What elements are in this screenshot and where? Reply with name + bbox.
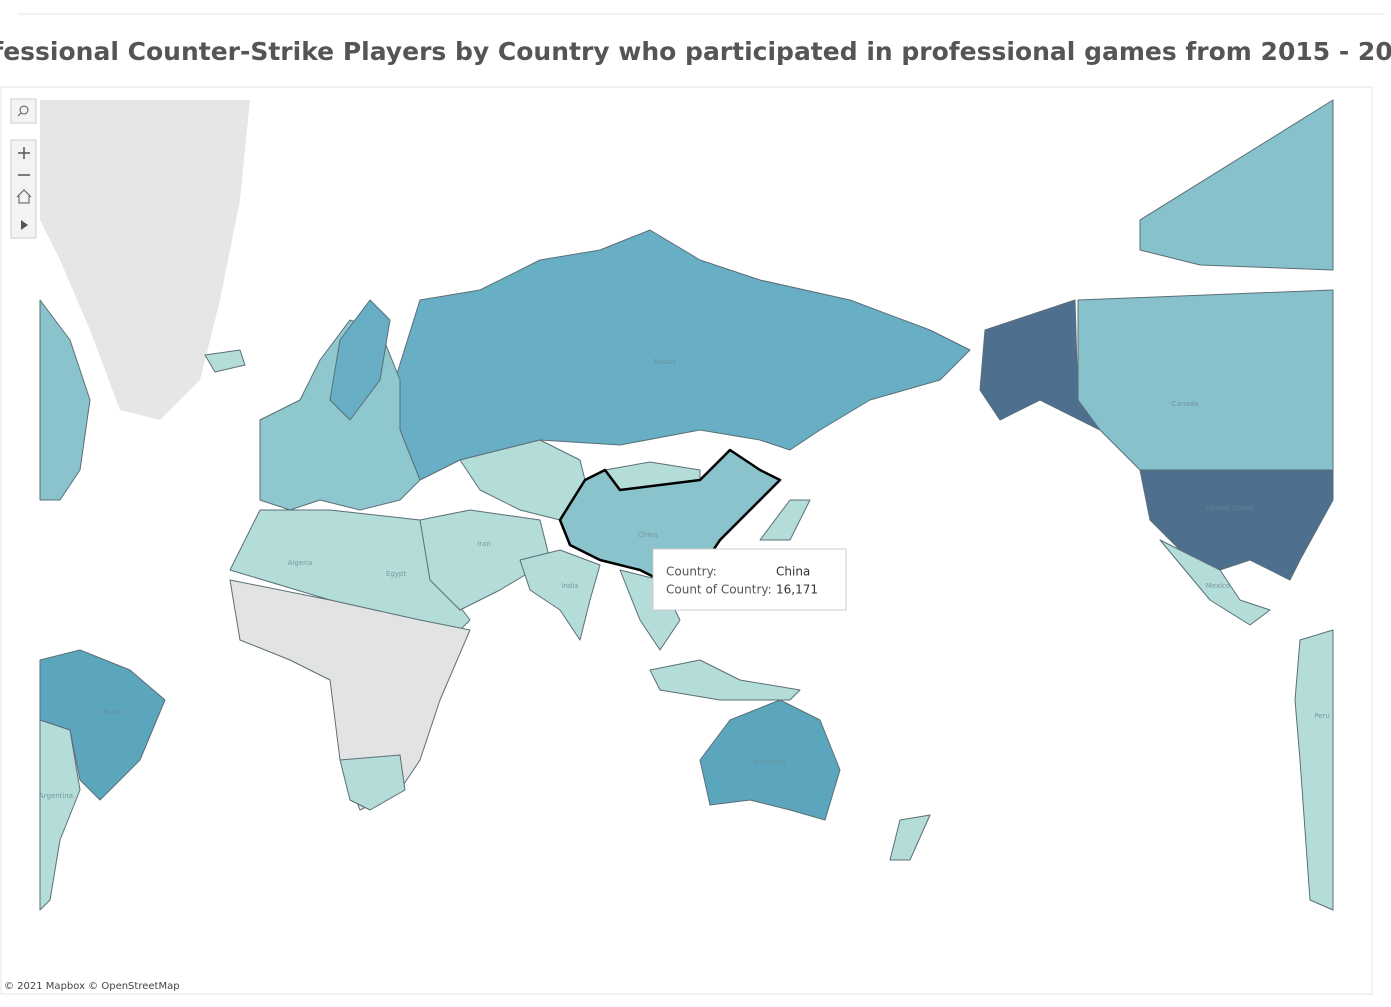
tooltip-value: 16,171 <box>776 583 818 597</box>
map-label: United States <box>1206 504 1254 512</box>
map-label: Australia <box>755 758 786 766</box>
map-label: Canada <box>1172 400 1199 408</box>
tooltip-key: Country: <box>666 565 717 579</box>
tooltip-key: Count of Country: <box>666 583 772 597</box>
search-button[interactable] <box>10 98 37 124</box>
attribution: © 2021 Mapbox © OpenStreetMap <box>4 981 180 992</box>
title: Professional Counter-Strike Players by C… <box>0 37 1391 66</box>
map-label: Mexico <box>1206 582 1230 590</box>
map-label: Algeria <box>288 559 313 567</box>
tooltip-box <box>652 548 847 611</box>
tooltip: Country: China Count of Country: 16,171 <box>652 548 847 611</box>
map-labels: Russia Canada United States China India … <box>39 358 1330 800</box>
map-label: Argentina <box>39 792 73 800</box>
map-frame <box>0 86 1373 995</box>
map-label: Brazil <box>103 708 123 716</box>
expand-button[interactable] <box>21 220 28 230</box>
map-label: Peru <box>1314 712 1330 720</box>
map-label: India <box>561 582 578 590</box>
map-label: Egypt <box>386 570 406 578</box>
map-label: Russia <box>654 358 677 366</box>
search-icon <box>17 112 22 117</box>
tooltip-value: China <box>776 565 810 579</box>
map-land <box>39 99 1334 911</box>
search-icon <box>19 105 29 115</box>
home-button[interactable] <box>16 189 32 204</box>
map-toolbar <box>10 98 37 239</box>
map-label: China <box>638 531 658 539</box>
map-label: Iran <box>477 540 491 548</box>
